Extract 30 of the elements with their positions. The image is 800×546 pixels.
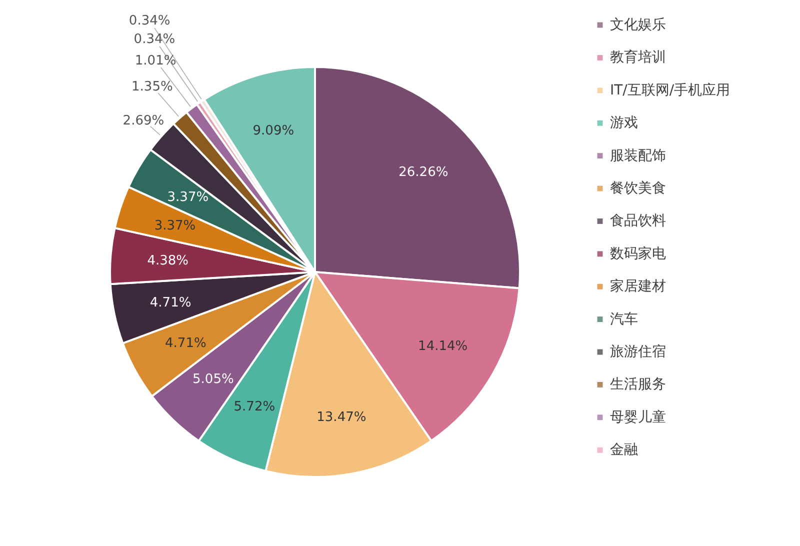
data-label: 4.71% (150, 295, 192, 310)
legend-label: 教育培训 (610, 48, 666, 66)
data-label: 13.47% (316, 410, 366, 426)
legend-label: 数码家电 (610, 246, 666, 262)
data-label: 5.72% (234, 400, 276, 415)
legend-label: 金融 (610, 442, 638, 458)
legend-label: 文化娱乐 (610, 17, 666, 33)
data-label: 0.34% (134, 32, 176, 47)
legend-label: IT/互联网/手机应用 (610, 82, 730, 98)
legend-label: 旅游住宿 (610, 344, 666, 360)
legend-label: 食品饮料 (610, 213, 666, 230)
legend-label: 汽车 (610, 311, 638, 328)
data-label: 2.69% (122, 113, 164, 128)
legend-label: 游戏 (610, 115, 638, 132)
data-label: 4.38% (147, 253, 189, 268)
data-label: 3.37% (167, 190, 209, 205)
legend-label: 服装配饰 (610, 148, 666, 164)
data-label: 3.37% (154, 218, 196, 234)
data-label: 26.26% (398, 164, 448, 180)
data-label: 9.09% (252, 123, 294, 138)
data-label: 14.14% (418, 338, 468, 354)
data-label: 5.05% (192, 372, 234, 387)
data-label: 1.35% (132, 79, 173, 94)
legend-label: 生活服务 (610, 376, 666, 393)
data-label: 0.34% (128, 14, 170, 29)
data-label: 4.71% (165, 336, 206, 352)
legend-label: 母婴儿童 (610, 409, 666, 426)
legend-label: 家居建材 (610, 278, 666, 295)
data-label: 1.01% (134, 53, 176, 68)
legend-label: 餐饮美食 (610, 180, 666, 196)
